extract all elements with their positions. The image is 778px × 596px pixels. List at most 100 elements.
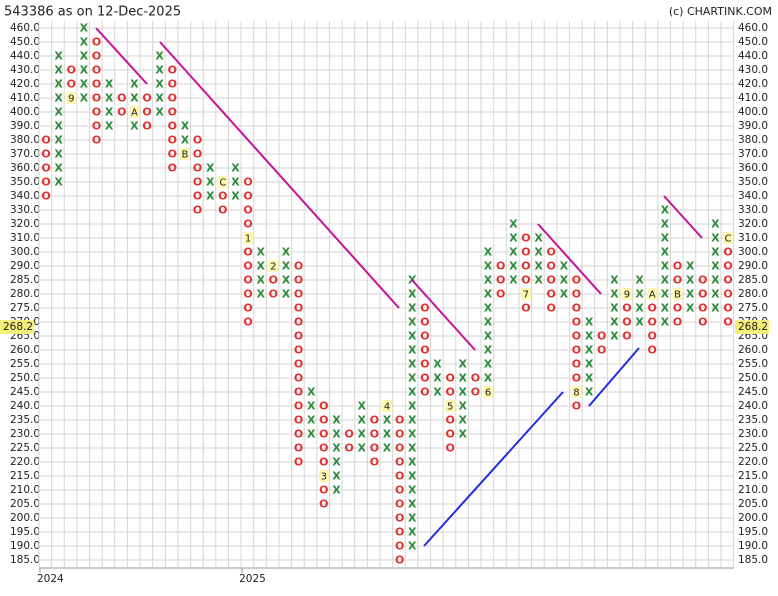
- month-marker: 2: [270, 262, 276, 273]
- o-box: O: [395, 554, 404, 567]
- y-tick-label: 255.0: [10, 358, 40, 370]
- x-box: X: [130, 78, 139, 91]
- x-box: X: [509, 274, 518, 287]
- x-box: X: [54, 64, 63, 77]
- o-box: O: [395, 428, 404, 441]
- o-box: O: [41, 148, 50, 161]
- x-box: X: [332, 442, 341, 455]
- o-box: O: [344, 442, 353, 455]
- marker-bg: [647, 288, 658, 300]
- o-box: O: [294, 386, 303, 399]
- x-box: X: [256, 274, 265, 287]
- o-box: O: [395, 526, 404, 539]
- x-box: X: [408, 400, 417, 413]
- o-box: O: [496, 260, 505, 273]
- y-tick-label-right: 440.0: [738, 50, 768, 62]
- y-tick-label: 380.0: [10, 134, 40, 146]
- x-box: X: [54, 134, 63, 147]
- x-box: X: [686, 302, 695, 315]
- o-box: O: [41, 176, 50, 189]
- source: (c) CHARTINK.COM: [669, 5, 772, 18]
- x-box: X: [54, 78, 63, 91]
- trend-line: [663, 195, 703, 239]
- column: COO: [217, 176, 228, 217]
- o-box: O: [648, 344, 657, 357]
- x-box: X: [408, 316, 417, 329]
- o-box: O: [496, 274, 505, 287]
- o-box: O: [572, 302, 581, 315]
- x-box: X: [54, 92, 63, 105]
- y-tick-label: 185.0: [10, 554, 40, 566]
- marker-bg: [179, 148, 190, 160]
- last-price-bg: [735, 320, 769, 335]
- o-box: O: [168, 106, 177, 119]
- x-box: X: [484, 260, 493, 273]
- o-box: O: [572, 288, 581, 301]
- column: OO: [471, 372, 480, 399]
- o-box: O: [698, 316, 707, 329]
- month-marker: C: [725, 234, 732, 245]
- x-box: X: [307, 428, 316, 441]
- marker-bg: [672, 288, 683, 300]
- x-box: X: [80, 22, 89, 35]
- month-marker: 9: [68, 94, 74, 105]
- y-tick-label-right: 320.0: [738, 218, 768, 230]
- o-box: O: [723, 274, 732, 287]
- y-tick-label-right: 330.0: [738, 204, 768, 216]
- x-box: X: [610, 330, 619, 343]
- y-tick-label-right: 230.0: [738, 428, 768, 440]
- x-box: X: [307, 414, 316, 427]
- y-tick-label-right: 360.0: [738, 162, 768, 174]
- x-box: X: [534, 260, 543, 273]
- o-box: O: [243, 176, 252, 189]
- x-box: X: [711, 274, 720, 287]
- y-tick-label: 260.0: [10, 344, 40, 356]
- column: OO: [597, 330, 606, 357]
- x-box: X: [181, 134, 190, 147]
- column: OOO: [496, 260, 505, 301]
- month-marker: 3: [321, 472, 327, 483]
- y-tick-label-right: 260.0: [738, 344, 768, 356]
- marker-bg: [445, 400, 456, 412]
- o-box: O: [622, 302, 631, 315]
- o-box: O: [445, 442, 454, 455]
- y-tick-label: 250.0: [10, 372, 40, 384]
- x-box: X: [635, 316, 644, 329]
- y-tick-label-right: 420.0: [738, 78, 768, 90]
- trend-lines: [95, 27, 703, 547]
- o-box: O: [572, 344, 581, 357]
- x-box: X: [711, 288, 720, 301]
- y-tick-label: 240.0: [10, 400, 40, 412]
- o-box: O: [471, 386, 480, 399]
- month-marker: 6: [485, 388, 491, 399]
- o-box: O: [319, 498, 328, 511]
- x-box: X: [408, 386, 417, 399]
- x-box: X: [358, 428, 367, 441]
- o-box: O: [294, 260, 303, 273]
- marker-bg: [723, 232, 734, 244]
- trend-line: [159, 41, 400, 309]
- o-box: O: [168, 162, 177, 175]
- o-box: O: [41, 190, 50, 203]
- o-box: O: [420, 316, 429, 329]
- o-box: O: [117, 106, 126, 119]
- x-box: X: [80, 50, 89, 63]
- x-box: X: [610, 288, 619, 301]
- x-box: X: [560, 288, 569, 301]
- o-box: O: [572, 316, 581, 329]
- o-box: O: [269, 288, 278, 301]
- o-box: O: [547, 302, 556, 315]
